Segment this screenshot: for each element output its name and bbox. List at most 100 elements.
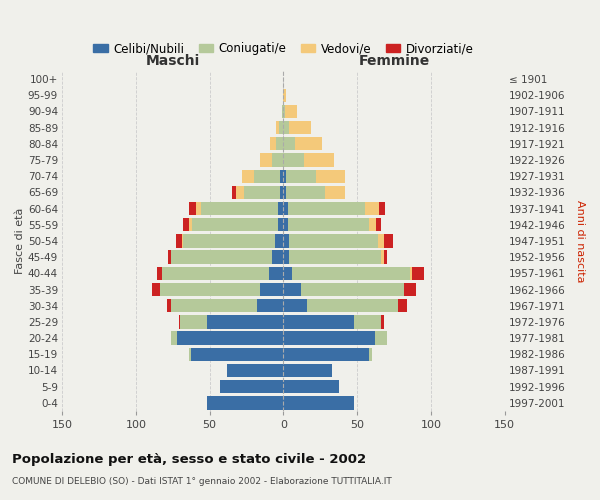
Bar bbox=[365, 202, 379, 215]
Bar bbox=[278, 202, 283, 215]
Bar bbox=[172, 250, 272, 264]
Bar bbox=[283, 348, 369, 361]
Bar bbox=[179, 316, 180, 328]
Bar bbox=[182, 234, 183, 248]
Bar bbox=[172, 299, 257, 312]
Bar bbox=[257, 299, 283, 312]
Bar bbox=[279, 121, 283, 134]
Bar bbox=[196, 202, 201, 215]
Bar bbox=[163, 266, 269, 280]
Bar bbox=[301, 283, 404, 296]
Bar bbox=[384, 250, 386, 264]
Bar bbox=[375, 332, 386, 344]
Bar bbox=[404, 283, 416, 296]
Bar bbox=[369, 348, 372, 361]
Bar bbox=[201, 202, 278, 215]
Bar bbox=[283, 121, 289, 134]
Bar bbox=[180, 316, 207, 328]
Bar bbox=[283, 137, 295, 150]
Bar bbox=[260, 283, 283, 296]
Bar bbox=[283, 250, 289, 264]
Bar bbox=[189, 218, 192, 232]
Bar bbox=[289, 250, 381, 264]
Bar bbox=[280, 186, 283, 199]
Bar bbox=[227, 364, 283, 377]
Bar bbox=[270, 137, 276, 150]
Bar bbox=[177, 332, 283, 344]
Bar bbox=[183, 218, 189, 232]
Bar bbox=[272, 250, 283, 264]
Bar bbox=[283, 186, 286, 199]
Bar bbox=[276, 137, 283, 150]
Bar bbox=[167, 299, 172, 312]
Bar bbox=[292, 266, 410, 280]
Bar bbox=[232, 186, 236, 199]
Bar bbox=[286, 170, 316, 183]
Bar bbox=[192, 218, 278, 232]
Bar bbox=[295, 137, 322, 150]
Bar bbox=[254, 170, 280, 183]
Bar bbox=[283, 316, 354, 328]
Bar bbox=[285, 104, 296, 118]
Bar bbox=[160, 283, 260, 296]
Bar bbox=[283, 170, 286, 183]
Y-axis label: Anni di nascita: Anni di nascita bbox=[575, 200, 585, 282]
Bar bbox=[283, 380, 340, 394]
Bar bbox=[189, 348, 191, 361]
Bar bbox=[157, 266, 163, 280]
Text: COMUNE DI DELEBIO (SO) - Dati ISTAT 1° gennaio 2002 - Elaborazione TUTTITALIA.IT: COMUNE DI DELEBIO (SO) - Dati ISTAT 1° g… bbox=[12, 478, 392, 486]
Bar bbox=[283, 234, 289, 248]
Bar bbox=[283, 88, 286, 102]
Text: Femmine: Femmine bbox=[358, 54, 430, 68]
Bar bbox=[283, 202, 288, 215]
Bar bbox=[286, 186, 325, 199]
Bar bbox=[283, 104, 285, 118]
Bar bbox=[410, 266, 412, 280]
Bar bbox=[376, 218, 381, 232]
Bar bbox=[381, 250, 384, 264]
Bar bbox=[280, 170, 283, 183]
Bar bbox=[236, 186, 244, 199]
Bar bbox=[369, 218, 376, 232]
Text: Popolazione per età, sesso e stato civile - 2002: Popolazione per età, sesso e stato civil… bbox=[12, 452, 366, 466]
Bar bbox=[283, 266, 292, 280]
Bar bbox=[242, 170, 254, 183]
Bar bbox=[316, 170, 346, 183]
Bar bbox=[283, 283, 301, 296]
Bar bbox=[379, 202, 385, 215]
Bar bbox=[325, 186, 346, 199]
Bar bbox=[244, 186, 280, 199]
Bar bbox=[283, 332, 375, 344]
Bar bbox=[412, 266, 424, 280]
Bar bbox=[191, 348, 283, 361]
Bar bbox=[282, 104, 283, 118]
Bar bbox=[260, 154, 272, 166]
Bar bbox=[384, 234, 392, 248]
Bar bbox=[283, 364, 332, 377]
Bar bbox=[289, 234, 378, 248]
Bar bbox=[152, 283, 160, 296]
Bar bbox=[269, 266, 283, 280]
Bar bbox=[189, 202, 196, 215]
Bar bbox=[276, 121, 279, 134]
Bar bbox=[283, 154, 304, 166]
Bar bbox=[275, 234, 283, 248]
Bar bbox=[288, 218, 369, 232]
Bar bbox=[278, 218, 283, 232]
Bar bbox=[207, 316, 283, 328]
Bar bbox=[288, 202, 365, 215]
Bar bbox=[283, 218, 288, 232]
Bar bbox=[378, 234, 384, 248]
Bar bbox=[207, 396, 283, 409]
Bar bbox=[289, 121, 311, 134]
Bar bbox=[169, 250, 172, 264]
Bar bbox=[304, 154, 334, 166]
Bar bbox=[307, 299, 398, 312]
Y-axis label: Fasce di età: Fasce di età bbox=[15, 208, 25, 274]
Bar bbox=[176, 234, 182, 248]
Bar bbox=[398, 299, 407, 312]
Bar bbox=[172, 332, 177, 344]
Bar bbox=[283, 396, 354, 409]
Legend: Celibi/Nubili, Coniugati/e, Vedovi/e, Divorziati/e: Celibi/Nubili, Coniugati/e, Vedovi/e, Di… bbox=[89, 38, 478, 60]
Bar bbox=[183, 234, 275, 248]
